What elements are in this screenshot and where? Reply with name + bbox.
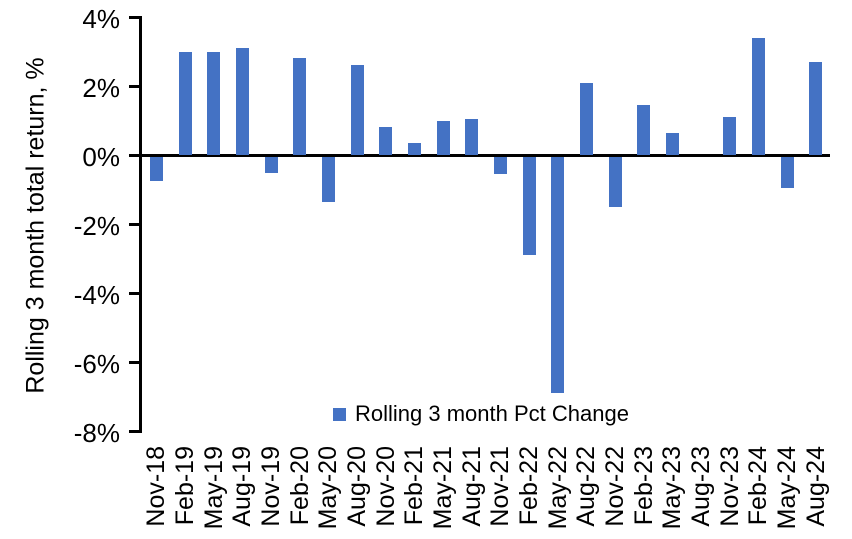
bar-Nov-19 bbox=[264, 157, 278, 173]
bar-Nov-21 bbox=[493, 157, 507, 175]
bar-Feb-20 bbox=[293, 58, 307, 155]
y-tick-mark bbox=[129, 153, 139, 157]
bar-Aug-22 bbox=[579, 82, 593, 155]
legend: Rolling 3 month Pct Change bbox=[333, 401, 629, 427]
x-tick-label-text: Nov-22 bbox=[601, 446, 629, 527]
x-tick-label-text: Feb-21 bbox=[400, 446, 429, 526]
x-tick-label-text: Aug-21 bbox=[457, 446, 486, 527]
y-tick-label: -6% bbox=[73, 349, 120, 379]
x-tick-label-text: May-21 bbox=[429, 446, 457, 530]
x-tick-label-text: Nov-18 bbox=[142, 446, 171, 527]
x-tick-label-text: Nov-21 bbox=[486, 446, 515, 527]
bar-Aug-20 bbox=[350, 65, 364, 155]
bar-May-23 bbox=[665, 132, 679, 155]
x-tick-label-text: Aug-22 bbox=[572, 446, 601, 527]
x-tick-label-text: May-23 bbox=[658, 446, 687, 530]
x-tick-label-text: Feb-24 bbox=[744, 446, 773, 526]
y-tick-mark bbox=[129, 291, 139, 295]
y-tick-mark bbox=[129, 15, 139, 19]
x-tick-label-text: May-22 bbox=[543, 446, 572, 530]
x-tick-label-text: Nov-19 bbox=[257, 446, 285, 527]
bar-May-21 bbox=[436, 120, 450, 155]
bar-Aug-21 bbox=[465, 118, 479, 155]
x-tick-label-text: Feb-20 bbox=[285, 446, 314, 526]
legend-marker-swatch bbox=[333, 407, 346, 421]
y-tick-mark bbox=[129, 429, 139, 433]
x-tick-label-text: Feb-22 bbox=[515, 446, 543, 526]
bar-Aug-19 bbox=[235, 48, 249, 155]
x-tick-label-text: Nov-23 bbox=[715, 446, 744, 527]
x-tick-label-text: May-19 bbox=[199, 446, 228, 530]
bar-Feb-23 bbox=[637, 104, 651, 155]
x-tick-label-text: Feb-19 bbox=[171, 446, 199, 526]
y-tick-mark bbox=[129, 360, 139, 364]
bar-Nov-20 bbox=[379, 127, 393, 155]
y-tick-label: 4% bbox=[82, 4, 120, 34]
y-tick-label: -4% bbox=[73, 280, 120, 310]
y-tick-label: 0% bbox=[82, 142, 120, 172]
x-tick-label-text: Aug-23 bbox=[687, 446, 715, 527]
x-axis-zero-line bbox=[139, 154, 830, 157]
legend-label: Rolling 3 month Pct Change bbox=[355, 401, 629, 426]
x-tick-label-text: May-24 bbox=[773, 446, 801, 530]
x-tick-label-text: Nov-20 bbox=[371, 446, 400, 527]
bar-May-20 bbox=[321, 157, 335, 202]
x-tick-label-text: Aug-24 bbox=[801, 446, 830, 527]
bar-Feb-21 bbox=[407, 142, 421, 155]
x-tick-label-text: Feb-23 bbox=[629, 446, 658, 526]
x-tick-label-text: Aug-19 bbox=[228, 446, 257, 527]
y-tick-label: 2% bbox=[82, 73, 120, 103]
x-tick-label-text: May-20 bbox=[314, 446, 343, 530]
bar-Feb-24 bbox=[751, 37, 765, 155]
x-tick-label-text: Aug-20 bbox=[343, 446, 371, 527]
bar-Aug-24 bbox=[809, 61, 823, 155]
bar-May-19 bbox=[207, 51, 221, 155]
y-tick-label: -8% bbox=[73, 418, 120, 448]
bar-May-24 bbox=[780, 157, 794, 189]
bar-Feb-22 bbox=[522, 157, 536, 256]
bar-Nov-18 bbox=[149, 157, 163, 182]
y-tick-label: -2% bbox=[73, 211, 120, 241]
bar-Nov-23 bbox=[723, 117, 737, 155]
bar-Feb-19 bbox=[178, 51, 192, 155]
bar-May-22 bbox=[551, 157, 565, 394]
y-tick-mark bbox=[129, 84, 139, 88]
y-axis-line bbox=[139, 16, 142, 433]
y-tick-mark bbox=[129, 222, 139, 226]
bar-Nov-22 bbox=[608, 157, 622, 208]
